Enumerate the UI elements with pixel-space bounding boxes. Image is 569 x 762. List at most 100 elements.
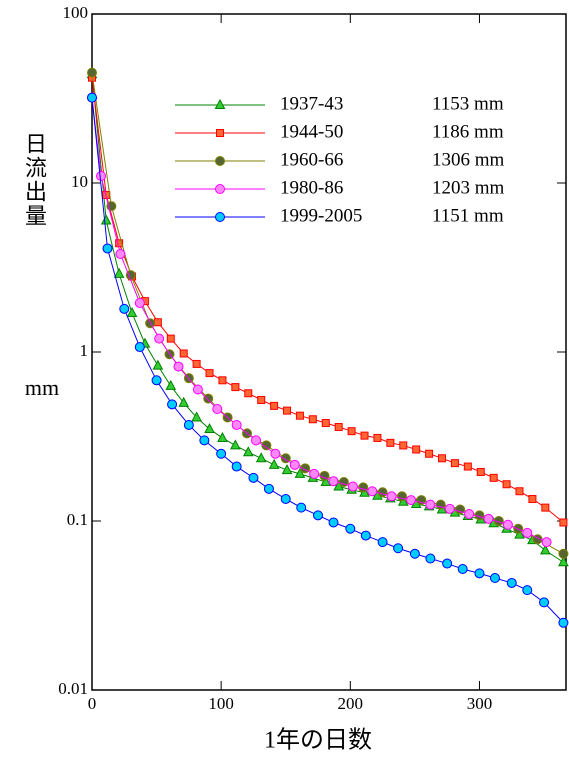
marker <box>412 445 421 454</box>
marker <box>231 461 242 472</box>
marker <box>280 493 291 504</box>
marker <box>100 214 112 225</box>
marker <box>268 458 280 469</box>
marker <box>528 494 537 503</box>
marker <box>425 449 434 458</box>
y-axis-label: 日流出量 <box>22 132 47 228</box>
marker <box>308 415 317 424</box>
marker <box>540 544 551 555</box>
legend-annotation: 1203 mm <box>432 177 505 198</box>
marker <box>296 502 307 513</box>
marker <box>474 568 485 579</box>
marker <box>295 411 304 420</box>
legend-annotation: 1153 mm <box>432 93 504 114</box>
marker <box>321 419 330 428</box>
y-tick-label: 100 <box>63 3 89 22</box>
marker <box>152 359 164 370</box>
marker <box>102 243 113 254</box>
marker <box>522 527 533 538</box>
marker <box>151 375 162 386</box>
marker <box>134 342 145 353</box>
marker <box>217 431 228 442</box>
marker <box>214 98 226 109</box>
marker <box>334 422 343 431</box>
marker <box>283 406 292 415</box>
marker <box>242 446 254 457</box>
x-tick-label: 200 <box>338 694 364 713</box>
marker <box>270 401 279 410</box>
marker <box>87 92 97 103</box>
marker <box>281 464 293 475</box>
marker <box>558 548 569 559</box>
y-tick-label: 10 <box>71 172 88 191</box>
marker <box>289 459 300 470</box>
marker <box>215 184 225 194</box>
marker <box>230 439 241 450</box>
marker <box>165 379 177 390</box>
marker <box>87 67 97 78</box>
marker <box>199 435 210 446</box>
marker <box>345 523 356 534</box>
series-line <box>91 74 564 563</box>
x-tick-label: 100 <box>208 694 234 713</box>
marker <box>212 403 223 414</box>
legend-label: 1960-66 <box>280 149 343 170</box>
legend-label: 1980-86 <box>280 177 343 198</box>
marker <box>406 495 417 506</box>
marker <box>216 448 227 459</box>
marker <box>463 462 472 471</box>
marker <box>377 487 388 498</box>
marker <box>559 518 568 527</box>
marker <box>154 333 165 344</box>
marker <box>515 487 524 496</box>
marker <box>489 572 500 583</box>
marker <box>444 503 455 514</box>
marker <box>192 359 201 368</box>
marker <box>192 384 203 395</box>
marker <box>167 399 178 410</box>
marker <box>502 519 513 530</box>
marker <box>514 528 525 539</box>
marker <box>367 486 378 497</box>
marker <box>457 563 468 574</box>
marker <box>373 433 382 442</box>
marker <box>203 393 214 404</box>
marker <box>113 267 125 278</box>
marker <box>126 306 138 318</box>
marker <box>244 389 253 398</box>
marker <box>145 318 156 329</box>
marker <box>396 491 407 502</box>
marker <box>386 491 397 502</box>
marker <box>263 483 274 494</box>
marker <box>257 395 266 404</box>
marker <box>328 476 339 487</box>
marker <box>328 517 339 528</box>
marker <box>205 369 214 378</box>
marker <box>541 537 552 548</box>
marker <box>251 435 262 446</box>
marker <box>558 556 569 567</box>
legend-label: 1999-2005 <box>280 205 362 226</box>
y-axis-unit: mm <box>25 375 59 400</box>
y-tick-label: 0.01 <box>58 679 88 698</box>
marker <box>450 459 459 468</box>
marker <box>119 303 130 314</box>
marker <box>358 482 369 493</box>
marker <box>191 411 202 422</box>
marker <box>173 361 184 372</box>
marker <box>313 510 324 521</box>
marker <box>153 318 162 327</box>
marker <box>166 334 175 343</box>
marker <box>248 472 259 483</box>
marker <box>483 513 494 524</box>
legend-label: 1944-50 <box>280 121 343 142</box>
legend-label: 1937-43 <box>280 93 343 114</box>
marker <box>115 249 126 260</box>
marker <box>183 419 194 430</box>
marker <box>255 452 267 463</box>
marker <box>231 383 240 392</box>
x-tick-label: 300 <box>467 694 493 713</box>
legend-item: 1960-66 1306 mm <box>175 149 505 170</box>
marker <box>216 129 224 137</box>
